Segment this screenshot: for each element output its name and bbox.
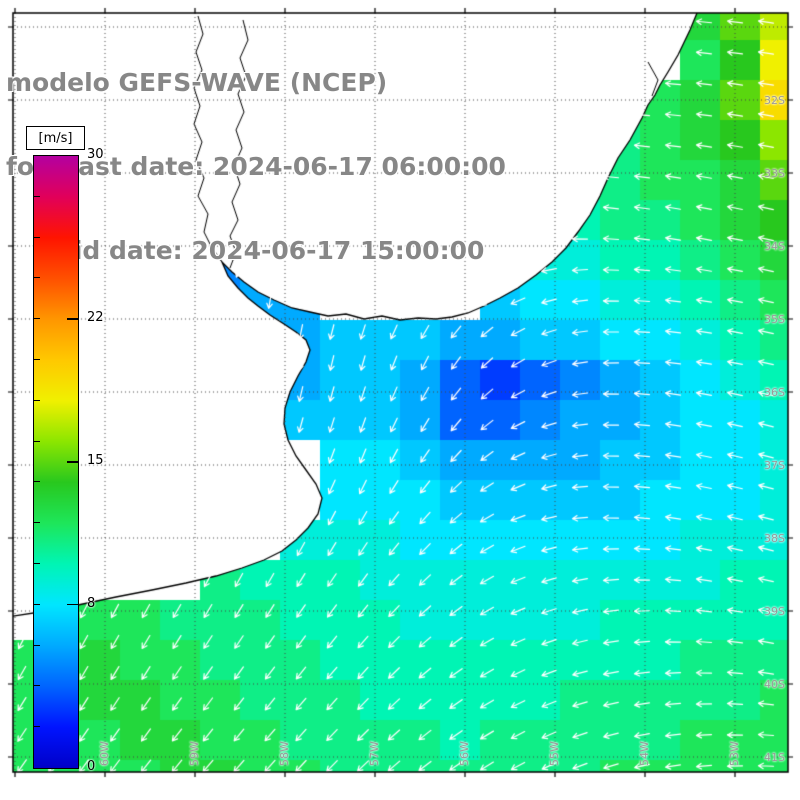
longitude-label: 60W <box>98 741 111 766</box>
colorbar-minor-tick <box>34 399 40 401</box>
colorbar-tick-mark <box>67 318 79 320</box>
colorbar-minor-tick <box>34 195 40 197</box>
longitude-label: 59W <box>188 741 201 766</box>
colorbar-minor-tick <box>34 726 40 728</box>
colorbar-tick-mark <box>67 461 79 463</box>
colorbar-tick-label: 22 <box>87 310 104 326</box>
colorbar-minor-tick <box>34 522 40 524</box>
colorbar-minor-tick <box>34 481 40 483</box>
colorbar-minor-tick <box>34 563 40 564</box>
latitude-label: 33S <box>764 167 785 180</box>
longitude-label: 57W <box>368 741 381 766</box>
colorbar-minor-tick <box>34 359 40 360</box>
colorbar-minor-tick <box>34 644 40 646</box>
colorbar-minor-tick <box>34 236 40 238</box>
longitude-label: 58W <box>278 741 291 766</box>
colorbar-minor-tick <box>34 318 40 320</box>
model-title: modelo GEFS-WAVE (NCEP) <box>6 68 388 97</box>
colorbar-minor-tick <box>34 277 40 279</box>
colorbar-unit-label: [m/s] <box>26 126 85 150</box>
colorbar-minor-tick <box>34 603 40 605</box>
valid-date-label: valid date: 2024-06-17 15:00:00 <box>6 236 485 265</box>
latitude-label: 39S <box>764 605 785 618</box>
colorbar-tick-label: 15 <box>87 453 104 468</box>
colorbar-tick-label: 30 <box>87 147 104 162</box>
latitude-label: 32S <box>764 94 785 107</box>
latitude-label: 38S <box>764 532 785 545</box>
latitude-label: 34S <box>764 240 785 253</box>
colorbar-tick-label: 8 <box>87 595 96 611</box>
latitude-label: 36S <box>764 386 785 399</box>
colorbar-tick-mark <box>67 603 79 606</box>
colorbar-minor-tick <box>34 440 40 442</box>
colorbar-tick-label: 0 <box>87 759 96 774</box>
longitude-label: 55W <box>548 741 561 766</box>
forecast-date-label: forecast date: 2024-06-17 06:00:00 <box>6 152 506 181</box>
longitude-label: 53W <box>728 741 741 766</box>
latitude-label: 37S <box>764 459 785 472</box>
latitude-label: 41S <box>764 751 785 764</box>
map-title-block: modelo GEFS-WAVE (NCEP) forecast date: 2… <box>6 13 506 321</box>
latitude-label: 40S <box>764 678 785 691</box>
colorbar-minor-tick <box>34 685 40 687</box>
latitude-label: 35S <box>764 313 785 326</box>
longitude-label: 56W <box>458 741 471 766</box>
longitude-label: 54W <box>638 741 651 766</box>
